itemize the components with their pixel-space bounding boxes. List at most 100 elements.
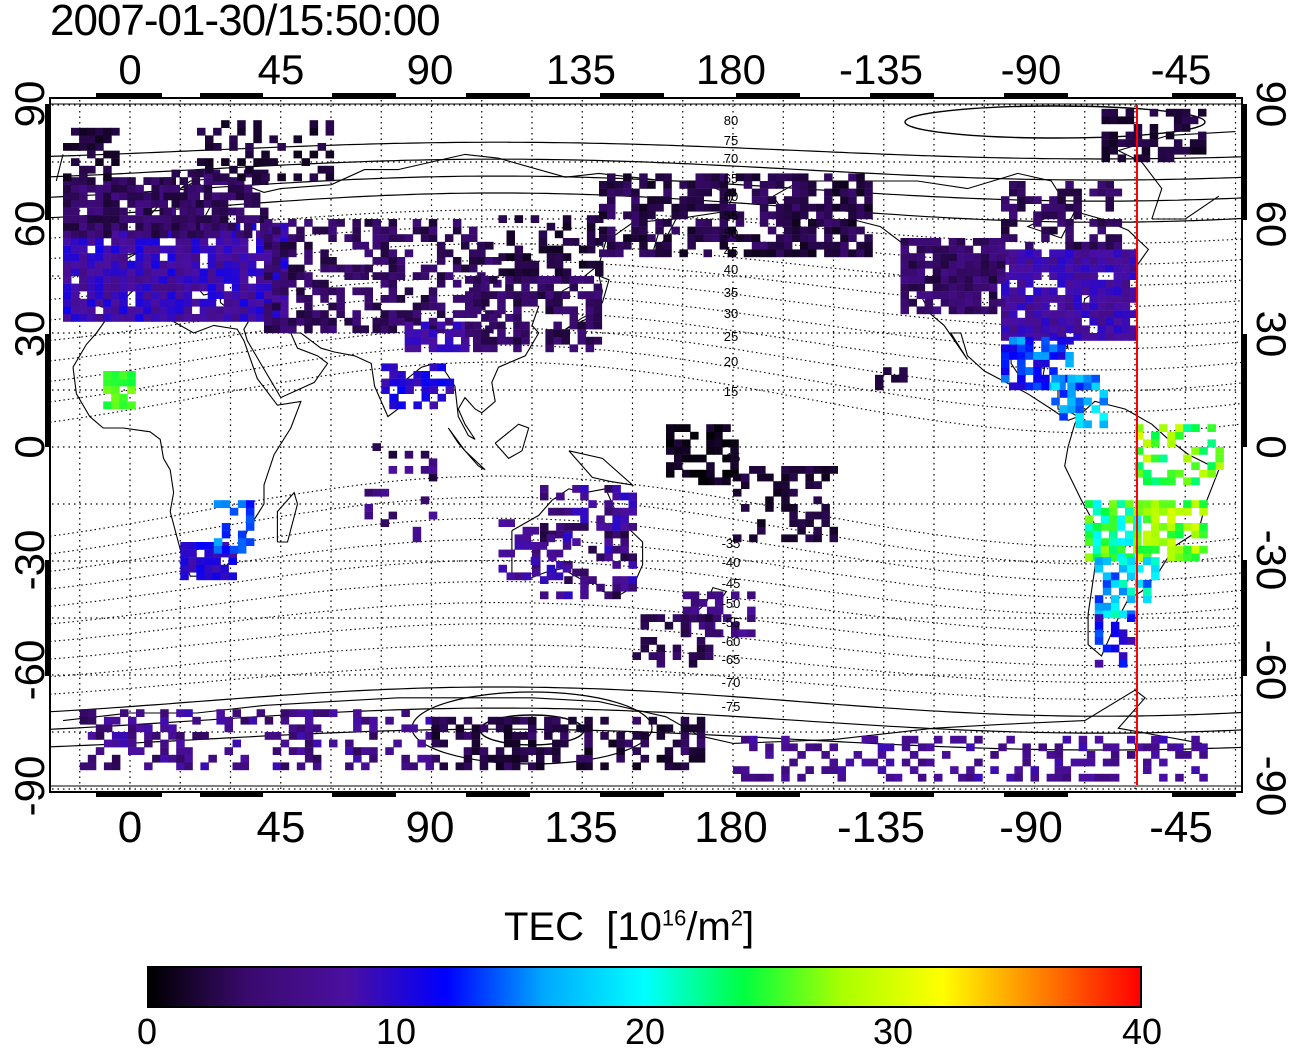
tec-pixel [221,500,231,508]
tec-pixel [749,743,758,752]
tec-pixel [572,523,581,531]
mlat-contour [50,517,1242,582]
tec-pixel [1001,374,1010,383]
tec-pixel [1105,196,1114,204]
tec-pixel [111,184,120,193]
tec-pixel [503,732,513,740]
tec-pixel [580,591,589,600]
tec-pixel [353,747,362,755]
tec-pixel [604,530,613,539]
tec-pixel [789,473,798,482]
tec-pixel [1078,773,1088,782]
tec-pixel [1009,188,1018,197]
tec-pixel [417,739,426,748]
tec-pixel [144,762,153,771]
tec-pixel [1151,477,1160,486]
tec-pixel [1081,333,1090,341]
tec-pixel [538,230,548,239]
tec-pixel [885,773,895,782]
tec-pixel [956,283,966,292]
tec-pixel [680,739,690,748]
tec-pixel [607,173,616,182]
tec-pixel [1159,758,1168,767]
tec-pixel [1025,272,1034,280]
tec-pixel [1059,405,1068,413]
tec-pixel [607,226,616,235]
tec-pixel [237,545,247,554]
tec-pixel [1175,545,1184,554]
tec-pixel [956,260,966,269]
tec-pixel [87,143,96,151]
tec-pixel [1059,412,1068,421]
tec-pixel [477,249,486,258]
mlat-label: -35 [722,536,741,551]
tec-pixel [775,173,785,182]
tec-pixel [1113,295,1123,303]
frame-tick-bar [1172,792,1236,797]
tec-pixel [489,336,498,345]
tec-pixel [1009,272,1018,280]
tec-pixel [401,724,410,733]
tec-pixel [900,268,909,277]
tec-pixel [808,188,817,197]
tec-pixel [513,276,522,284]
tec-pixel [916,238,926,246]
tec-pixel [420,234,430,242]
tec-pixel [179,230,189,239]
tec-pixel [956,238,966,246]
tec-pixel [231,283,241,292]
tec-pixel [135,184,144,193]
tec-pixel [656,652,666,660]
tec-pixel [1091,382,1100,391]
tec-pixel [372,317,381,326]
tec-pixel [361,747,370,755]
tec-pixel [775,181,785,189]
tec-pixel [916,276,926,284]
tec-pixel [722,439,731,448]
tec-pixel [917,758,927,767]
tec-pixel [1001,359,1010,368]
tec-pixel [1113,333,1123,341]
tec-pixel [522,572,532,581]
tec-pixel [1121,279,1131,288]
tec-pixel [243,222,253,231]
tec-pixel [1215,454,1224,463]
tec-pixel [436,310,446,318]
tec-pixel [187,184,197,193]
tec-pixel [413,401,422,410]
tec-pixel [932,306,942,315]
tec-pixel [781,473,790,482]
tec-pixel [783,173,793,182]
tec-pixel [722,454,731,463]
tec-pixel [624,739,633,748]
tec-pixel [239,314,249,322]
tec-pixel [980,253,990,261]
tec-pixel [940,260,950,269]
tec-pixel [569,314,578,322]
tec-pixel [856,241,865,250]
tec-pixel [280,739,290,748]
tec-pixel [151,245,160,254]
tec-pixel [143,253,152,261]
tec-pixel [1089,302,1098,311]
tec-pixel [966,773,975,782]
tec-pixel [538,238,548,246]
tec-pixel [1121,333,1131,341]
tec-pixel [143,268,152,277]
tec-pixel [696,739,706,748]
tec-pixel [1121,310,1131,318]
tec-pixel [160,716,169,725]
tec-pixel [187,222,197,231]
tec-pixel [1113,241,1123,250]
tec-pixel [1101,154,1110,163]
tec-pixel [572,485,581,493]
tec-pixel [213,173,222,182]
tec-pixel [1049,333,1058,341]
tec-pixel [1057,196,1066,204]
tec-pixel [1092,523,1102,531]
tec-pixel [135,238,144,246]
tec-pixel [413,378,422,387]
mlat-contour [50,665,1242,700]
tec-pixel [239,283,249,292]
tec-pixel [1075,412,1084,421]
